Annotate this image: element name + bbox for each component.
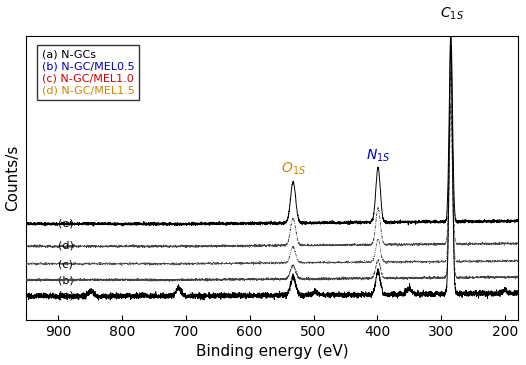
Text: (d): (d) — [58, 241, 74, 251]
Text: (e): (e) — [58, 219, 74, 229]
Text: (a): (a) — [58, 290, 74, 300]
Text: C$_{1S}$: C$_{1S}$ — [440, 5, 463, 22]
Text: (c): (c) — [58, 260, 73, 269]
Text: N$_{1S}$: N$_{1S}$ — [367, 147, 391, 164]
X-axis label: Binding energy (eV): Binding energy (eV) — [196, 345, 348, 360]
Legend: (a) N-GCs, (b) N-GC/MEL0.5, (c) N-GC/MEL1.0, (d) N-GC/MEL1.5: (a) N-GCs, (b) N-GC/MEL0.5, (c) N-GC/MEL… — [37, 45, 139, 100]
Text: O$_{1S}$: O$_{1S}$ — [280, 161, 306, 177]
Text: (b): (b) — [58, 276, 74, 286]
Y-axis label: Counts/s: Counts/s — [6, 145, 21, 211]
